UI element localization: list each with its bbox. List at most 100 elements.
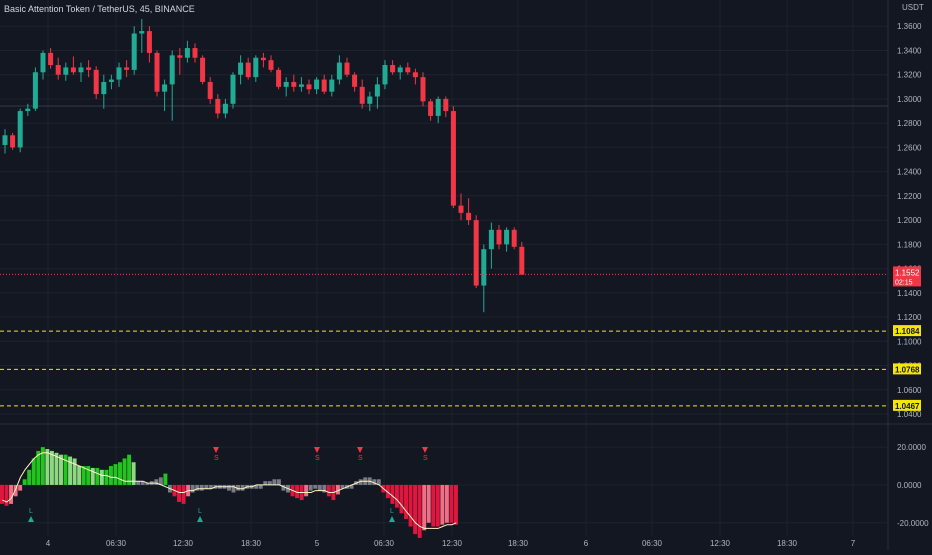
time-tick-label: 12:30 — [710, 539, 731, 548]
histogram-bar — [49, 450, 54, 485]
candle-body — [504, 229, 510, 245]
price-tick-label: 1.2200 — [897, 192, 922, 201]
candle-body — [222, 103, 228, 114]
sell-signal-marker — [422, 447, 428, 453]
histogram-bar — [267, 481, 272, 485]
time-tick-label: 6 — [584, 539, 589, 548]
oscillator-panel: L L L S S S S — [0, 447, 458, 538]
histogram-bar — [31, 458, 36, 485]
price-tick-label: 1.0600 — [897, 386, 922, 395]
last-price-tag — [893, 266, 921, 287]
time-tick-label: 18:30 — [241, 539, 262, 548]
histogram-bar — [95, 467, 100, 485]
candle-body — [131, 33, 137, 70]
countdown-label: 02:15 — [895, 279, 913, 286]
candle-body — [336, 62, 342, 80]
histogram-bar — [158, 477, 163, 485]
histogram-bar — [426, 484, 431, 523]
candle-body — [215, 98, 221, 114]
price-tick-label: 1.0400 — [897, 410, 922, 419]
price-axis[interactable]: 1.3600 1.3400 1.3200 1.3000 1.2800 1.2600 1.24… — [893, 3, 929, 528]
sell-signal-label: S — [315, 455, 320, 462]
histogram-bar — [349, 484, 354, 489]
candle-body — [108, 79, 114, 82]
buy-signal-label: L — [198, 508, 202, 515]
histogram-bar — [335, 484, 340, 495]
candle-body — [238, 62, 244, 75]
candle-body — [230, 74, 236, 104]
histogram-bar — [86, 466, 91, 485]
histogram-bar — [231, 484, 236, 493]
candle-body — [488, 229, 494, 250]
histogram-bar — [9, 484, 14, 504]
histogram-bar — [22, 479, 27, 485]
histogram-bar — [154, 479, 159, 485]
sell-signal-label: S — [214, 455, 219, 462]
histogram-bar — [72, 458, 77, 485]
candle-body — [314, 79, 320, 90]
candle-body — [116, 67, 122, 80]
buy-signal-marker — [389, 516, 395, 522]
histogram-bar — [108, 466, 113, 485]
time-tick-label: 12:30 — [173, 539, 194, 548]
histogram-bar — [77, 466, 82, 485]
histogram-bar — [272, 479, 277, 485]
histogram-bar — [18, 484, 23, 491]
histogram-bar — [145, 483, 150, 485]
histogram-bar — [317, 484, 322, 491]
histogram-bar — [113, 464, 118, 485]
price-tick-label: 1.2800 — [897, 119, 922, 128]
histogram-bar — [54, 452, 59, 485]
histogram-bar — [45, 449, 50, 485]
histogram-bar — [104, 469, 109, 485]
histogram-bar — [227, 484, 231, 491]
candle-body — [146, 31, 152, 53]
buy-signal-label: L — [390, 508, 394, 515]
histogram-bar — [236, 484, 241, 491]
buy-signal-marker — [28, 516, 34, 522]
candle-body — [352, 74, 358, 87]
histogram-bar — [313, 484, 318, 489]
candle-body — [428, 101, 434, 116]
histogram-bar — [118, 462, 122, 485]
price-tick-label: 1.1200 — [897, 313, 922, 322]
histogram-bar — [136, 481, 141, 485]
candle-body — [405, 67, 411, 73]
candle-body — [86, 67, 92, 70]
candle-body — [466, 212, 472, 221]
sell-signal-marker — [314, 447, 320, 453]
candle-body — [367, 96, 373, 104]
candle-body — [63, 67, 69, 75]
histogram-bar — [435, 484, 440, 527]
time-tick-label: 06:30 — [106, 539, 127, 548]
time-tick-label: 06:30 — [374, 539, 395, 548]
candle-body — [298, 84, 304, 87]
time-axis[interactable]: 4 06:30 12:30 18:30 5 06:30 12:30 18:30 6 06:30 12… — [46, 539, 856, 548]
price-tick-label: 1.3200 — [897, 71, 922, 80]
histogram-bar — [40, 447, 45, 485]
candle-body — [184, 48, 190, 58]
histogram-bar — [358, 479, 363, 485]
candle-body — [32, 72, 38, 109]
last-price-label: 1.1552 — [895, 268, 920, 277]
histogram-bar — [326, 484, 331, 497]
histogram-bar — [431, 484, 436, 527]
histogram-bar — [254, 484, 259, 489]
candle-body — [93, 69, 99, 95]
candle-body — [25, 108, 31, 112]
histogram-bar — [276, 479, 281, 485]
time-tick-label: 4 — [46, 539, 51, 548]
candle-body — [2, 135, 8, 145]
candle-body — [435, 98, 441, 116]
histogram-bar — [413, 484, 418, 535]
candle-body — [443, 98, 449, 112]
candle-body — [283, 81, 289, 87]
buy-signal-label: L — [29, 508, 33, 515]
candle-body — [260, 57, 266, 61]
histogram-bar — [204, 484, 209, 489]
candle-body — [511, 229, 517, 247]
histogram-bar — [199, 484, 204, 491]
